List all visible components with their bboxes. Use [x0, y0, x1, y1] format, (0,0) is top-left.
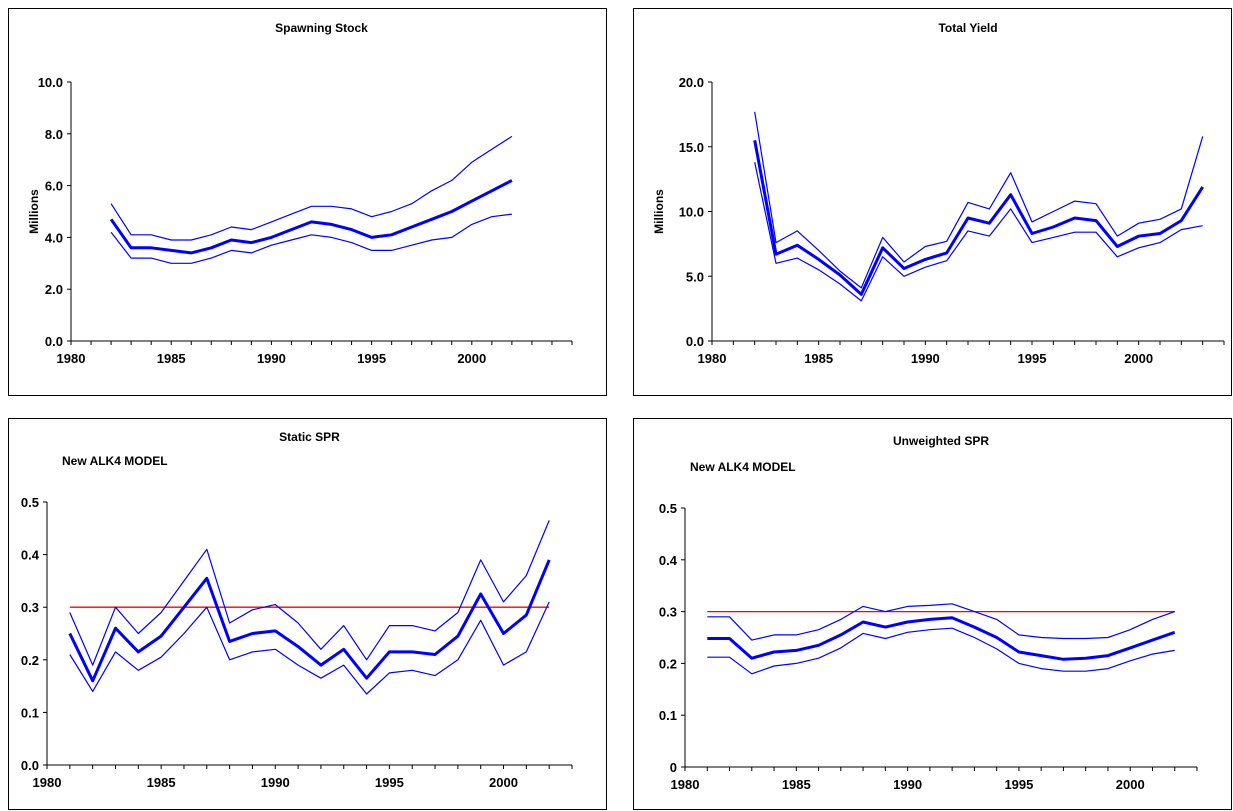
- x-tick-label: 1985: [804, 351, 833, 366]
- series-line-estimate: [753, 140, 1204, 296]
- series-line-estimate: [707, 616, 1176, 661]
- y-tick-label: 0.1: [659, 708, 677, 723]
- series-line-lower: [707, 627, 1175, 675]
- x-tick-label: 1995: [357, 351, 386, 366]
- y-tick-label: 5.0: [686, 269, 704, 284]
- series-line-upper: [110, 135, 513, 241]
- x-tick-label: 1990: [257, 351, 286, 366]
- y-tick-label: 2.0: [45, 282, 63, 297]
- y-tick-label: 0.5: [659, 501, 677, 516]
- x-tick-label: 2000: [489, 775, 518, 790]
- chart-title: Spawning Stock: [275, 21, 368, 35]
- y-tick-label: 0.0: [686, 334, 704, 349]
- x-tick-label: 2000: [1124, 351, 1153, 366]
- y-tick-label: 0.2: [21, 653, 39, 668]
- y-tick-label: 8.0: [45, 127, 63, 142]
- x-tick-label: 1985: [157, 351, 186, 366]
- chart-annotation: New ALK4 MODEL: [690, 460, 796, 474]
- chart-panel-unweighted-spr: Unweighted SPR New ALK4 MODEL 0 0.1 0.2 0.3 0.…: [633, 418, 1232, 810]
- y-tick-label: 10.0: [679, 205, 704, 220]
- chart-panel-static-spr: Static SPR New ALK4 MODEL 0.0 0.1 0.2 0.3 0.4 0…: [8, 418, 607, 810]
- x-tick-label: 1995: [1018, 351, 1047, 366]
- y-tick-label: 4.0: [45, 230, 63, 245]
- x-tick-label: 1985: [147, 775, 176, 790]
- x-tick-label: 1980: [33, 775, 62, 790]
- x-tick-label: 1990: [893, 777, 922, 792]
- series-line-upper: [69, 520, 550, 666]
- chart-svg: Static SPR New ALK4 MODEL 0.0 0.1 0.2 0.3 0.4 0…: [21, 430, 573, 790]
- y-tick-label: 0.2: [659, 656, 677, 671]
- chart-svg: Total Yield Millions 0.0 5.0 10.0 15.0 20.0 198…: [652, 21, 1225, 366]
- series-line-estimate: [109, 179, 513, 255]
- x-tick-label: 2000: [1116, 777, 1145, 792]
- x-tick-label: 1995: [1004, 777, 1033, 792]
- chart-panel-total-yield: Total Yield Millions 0.0 5.0 10.0 15.0 20.0 198…: [633, 8, 1232, 396]
- y-tick-label: 0.4: [21, 548, 40, 563]
- x-tick-label: 1990: [911, 351, 940, 366]
- y-tick-label: 0.0: [21, 758, 39, 773]
- series-line-lower: [754, 162, 1203, 302]
- y-tick-label: 20.0: [679, 75, 704, 90]
- y-tick-label: 0.0: [45, 334, 63, 349]
- series-line-upper: [707, 603, 1175, 641]
- y-tick-label: 0.5: [21, 495, 39, 510]
- x-tick-label: 1985: [782, 777, 811, 792]
- x-tick-label: 1980: [671, 777, 700, 792]
- x-tick-label: 1980: [698, 351, 727, 366]
- y-tick-label: 0.1: [21, 705, 39, 720]
- y-tick-label: 10.0: [38, 75, 63, 90]
- y-tick-label: 0.3: [659, 605, 677, 620]
- chart-svg: Spawning Stock Millions 0.0 2.0 4.0 6.0 8.0 10.…: [27, 21, 573, 366]
- series-line-lower: [69, 601, 550, 695]
- y-tick-label: 6.0: [45, 179, 63, 194]
- y-axis-label: Millions: [27, 189, 41, 234]
- y-tick-label: 0.3: [21, 600, 39, 615]
- chart-panel-spawning-stock: Spawning Stock Millions 0.0 2.0 4.0 6.0 8.0 10.…: [8, 8, 607, 396]
- chart-title: Static SPR: [279, 430, 340, 444]
- series-line-upper: [754, 111, 1204, 289]
- y-tick-label: 0: [670, 760, 677, 775]
- y-tick-label: 0.4: [659, 553, 678, 568]
- series-line-lower: [110, 213, 512, 264]
- x-tick-label: 1995: [375, 775, 404, 790]
- y-tick-label: 15.0: [679, 140, 704, 155]
- chart-svg: Unweighted SPR New ALK4 MODEL 0 0.1 0.2 0.3 0.…: [659, 434, 1198, 792]
- y-axis-label: Millions: [652, 189, 666, 234]
- chart-title: Unweighted SPR: [893, 434, 989, 448]
- chart-annotation: New ALK4 MODEL: [62, 454, 168, 468]
- chart-title: Total Yield: [938, 21, 997, 35]
- x-tick-label: 2000: [457, 351, 486, 366]
- series-line-estimate: [68, 559, 551, 683]
- x-tick-label: 1990: [261, 775, 290, 790]
- x-tick-label: 1980: [57, 351, 86, 366]
